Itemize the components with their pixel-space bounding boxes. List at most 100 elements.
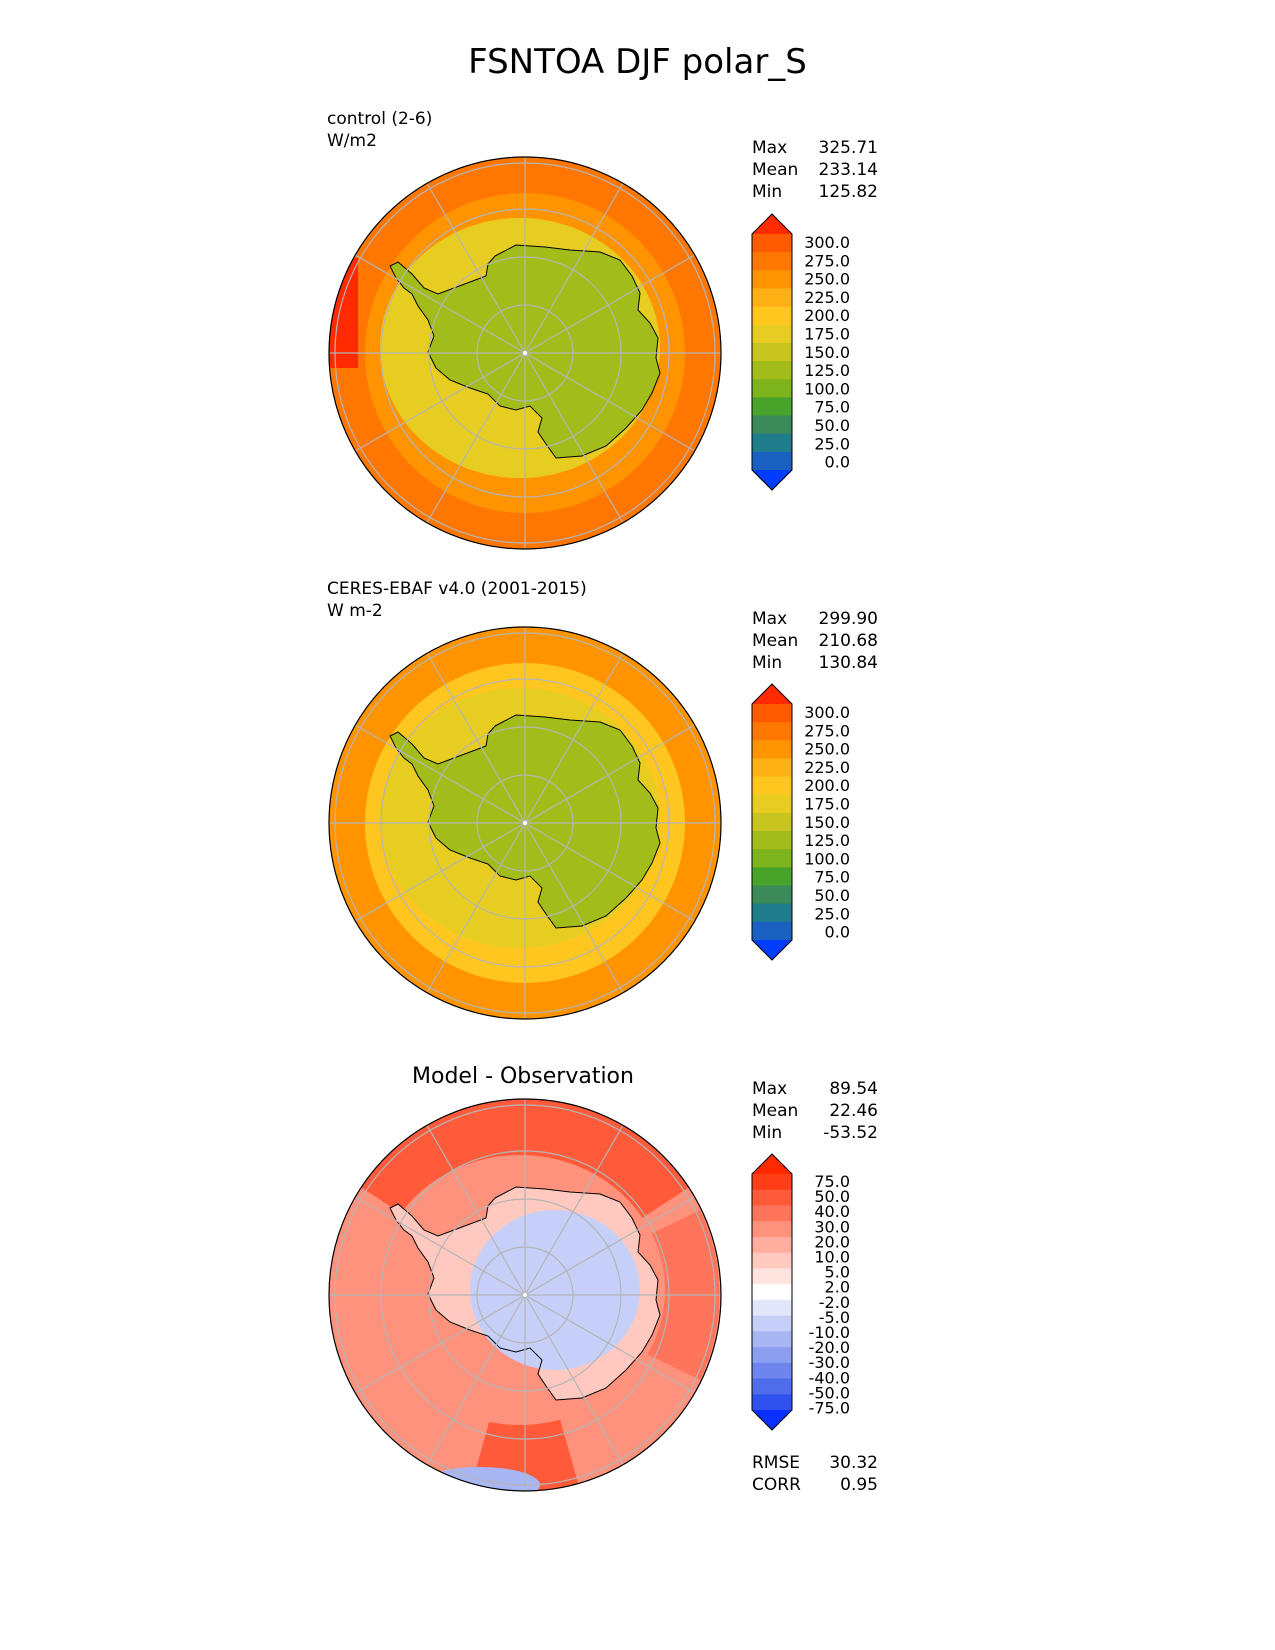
- colorbar-tick-label: -5.0: [819, 1308, 850, 1327]
- colorbar-swatch: [752, 812, 792, 832]
- map-coastline: [389, 244, 661, 459]
- colorbar-extend-max: [752, 1154, 792, 1174]
- colorbar-swatch: [752, 324, 792, 344]
- colorbar-tick-label: -2.0: [819, 1293, 850, 1312]
- graticule-meridian: [354, 254, 526, 354]
- colorbar-extend-min: [752, 470, 792, 490]
- colorbar-extend-max: [752, 684, 792, 704]
- colorbar-tick-label: -10.0: [809, 1323, 850, 1342]
- map-boundary: [328, 1098, 722, 1492]
- colorbar-tick-label: 50.0: [814, 1187, 850, 1206]
- map-coastline: [389, 714, 661, 929]
- colorbar-swatch: [752, 1221, 792, 1238]
- colorbar-swatch: [752, 451, 792, 471]
- graticule-meridian: [524, 822, 624, 994]
- graticule-meridian: [354, 352, 526, 452]
- colorbar-tick-label: -40.0: [809, 1368, 850, 1387]
- panel1-units: W/m2: [327, 131, 377, 151]
- colorbar-swatch: [752, 306, 792, 326]
- graticule-meridian: [354, 724, 526, 824]
- graticule-meridian: [524, 182, 624, 354]
- colorbar-swatch: [752, 234, 792, 253]
- panel2-map: [328, 626, 722, 1020]
- colorbar-tick-label: -30.0: [809, 1353, 850, 1372]
- colorbar-tick-label: 20.0: [814, 1232, 850, 1251]
- panel1-min: 125.82: [818, 182, 878, 202]
- graticule-meridian: [524, 352, 696, 452]
- colorbar-swatch: [752, 740, 792, 759]
- graticule-meridian: [426, 822, 526, 994]
- colorbar-swatch: [752, 1362, 792, 1380]
- panel1-case-name: control (2-6): [327, 109, 433, 129]
- colorbar-tick-label: 40.0: [814, 1202, 850, 1221]
- figure-title: FSNTOA DJF polar_S: [468, 42, 807, 82]
- panel3-title: Model - Observation: [412, 1064, 634, 1089]
- graticule-meridian: [426, 1294, 526, 1466]
- graticule-meridian: [426, 1124, 526, 1296]
- colorbar-tick-label: 250.0: [804, 270, 850, 289]
- panel1-stats: Max 325.71 Mean 233.14 Min 125.82: [752, 138, 878, 202]
- colorbar-tick-label: 275.0: [804, 721, 850, 740]
- colorbar-outline: [751, 213, 793, 491]
- graticule-meridian: [354, 1196, 526, 1296]
- graticule-meridian: [524, 652, 624, 824]
- graticule-meridian: [524, 1196, 696, 1296]
- colorbar-swatch: [752, 342, 792, 362]
- panel3-colorbar: 75.050.040.030.020.010.05.02.0-2.0-5.0-1…: [751, 1153, 850, 1431]
- map-pole-point: [523, 351, 527, 355]
- colorbar-swatch: [752, 758, 792, 778]
- panel3-stats: Max 89.54 Mean 22.46 Min -53.52: [752, 1079, 878, 1143]
- colorbar-tick-label: -20.0: [809, 1338, 850, 1357]
- colorbar-swatch: [752, 1315, 792, 1332]
- colorbar-swatch: [752, 1299, 792, 1317]
- graticule-meridian: [524, 724, 696, 824]
- map-max-region: [329, 258, 358, 368]
- colorbar-tick-label: 275.0: [804, 251, 850, 270]
- colorbar-tick-label: 0.0: [825, 923, 850, 942]
- map-boundary: [328, 626, 722, 1020]
- colorbar-swatch: [752, 831, 792, 850]
- colorbar-swatch: [752, 1347, 792, 1364]
- map-boundary: [328, 156, 722, 550]
- colorbar-tick-label: 150.0: [804, 813, 850, 832]
- colorbar-swatch: [752, 704, 792, 723]
- panel2-max: 299.90: [818, 609, 878, 629]
- panel2-case-name: CERES-EBAF v4.0 (2001-2015): [327, 579, 587, 599]
- colorbar-extend-min: [752, 940, 792, 960]
- colorbar-tick-label: 2.0: [825, 1278, 850, 1297]
- graticule-meridian: [524, 1294, 696, 1394]
- colorbar-tick-label: 150.0: [804, 343, 850, 362]
- colorbar-tick-label: 50.0: [814, 416, 850, 435]
- map-diff-antarctica-interior: [470, 1210, 640, 1370]
- colorbar-swatch: [752, 885, 792, 905]
- colorbar-swatch: [752, 379, 792, 398]
- graticule-meridian: [354, 1294, 526, 1394]
- map-pole-point: [523, 1293, 527, 1297]
- colorbar-tick-label: 75.0: [814, 1172, 850, 1191]
- colorbar-swatch: [752, 1205, 792, 1222]
- panel2-colorbar: 300.0275.0250.0225.0200.0175.0150.0125.0…: [751, 683, 850, 961]
- panel2-label: CERES-EBAF v4.0 (2001-2015) W m-2: [327, 578, 587, 622]
- colorbar-tick-label: 100.0: [804, 379, 850, 398]
- graticule-meridian: [426, 182, 526, 354]
- colorbar-swatch: [752, 1252, 792, 1269]
- colorbar-extend-min: [752, 1410, 792, 1430]
- graticule-meridian: [426, 652, 526, 824]
- colorbar-tick-label: 300.0: [804, 703, 850, 722]
- colorbar-tick-label: 5.0: [825, 1263, 850, 1282]
- colorbar-swatch: [752, 867, 792, 887]
- panel3-rmse: 30.32: [829, 1453, 878, 1473]
- panel3-mean: 22.46: [829, 1101, 878, 1121]
- colorbar-swatch: [752, 252, 792, 271]
- colorbar-swatch: [752, 903, 792, 923]
- panel3-map: [328, 1098, 722, 1492]
- panel1-max: 325.71: [818, 138, 878, 158]
- panel3-metrics: RMSE 30.32 CORR 0.95: [752, 1453, 878, 1495]
- colorbar-swatch: [752, 921, 792, 941]
- colorbar-swatch: [752, 794, 792, 814]
- panel1-label: control (2-6) W/m2: [327, 108, 432, 152]
- colorbar-tick-label: 75.0: [814, 398, 850, 417]
- panel1-map: [328, 156, 722, 550]
- graticule-meridian: [524, 254, 696, 354]
- colorbar-tick-label: -50.0: [809, 1383, 850, 1402]
